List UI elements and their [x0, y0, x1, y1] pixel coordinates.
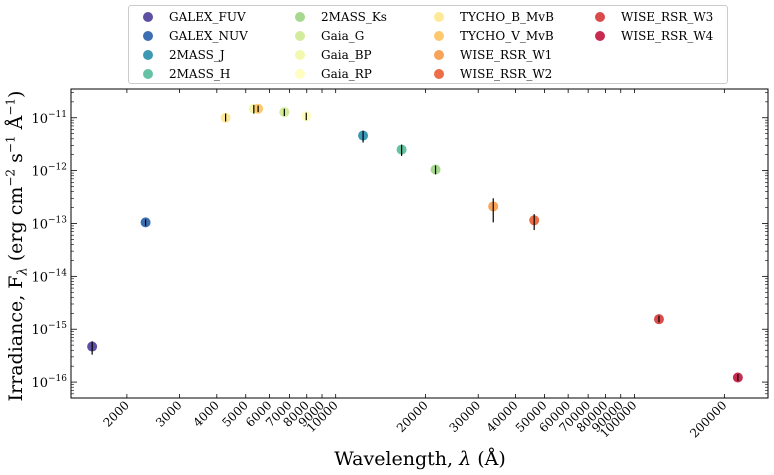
legend-marker	[434, 12, 444, 22]
legend-label: GALEX_NUV	[169, 29, 248, 43]
legend-label: Gaia_BP	[321, 48, 372, 62]
x-tick-label: 3000	[153, 398, 184, 429]
legend-label: 2MASS_H	[169, 67, 231, 81]
legend-marker	[143, 69, 153, 79]
x-tick-label: 30000	[446, 398, 483, 435]
y-tick-label: 10−14	[31, 268, 67, 285]
legend-item: TYCHO_V_MvB	[434, 27, 554, 45]
legend: GALEX_FUV GALEX_NUV 2MASS_J 2MASS_H 2MASS_Ks…	[128, 5, 728, 84]
legend-label: GALEX_FUV	[169, 10, 246, 24]
x-tick-label: 200000	[687, 398, 729, 440]
data-points	[87, 103, 743, 383]
legend-item: 2MASS_H	[143, 65, 230, 83]
legend-label: 2MASS_J	[169, 48, 225, 62]
y-axis-label: Irradiance, Fλ (erg cm−2 s−1 Å−1)	[3, 90, 31, 402]
x-tick-label: 40000	[484, 398, 521, 435]
legend-label: WISE_RSR_W2	[460, 67, 553, 81]
legend-item: GALEX_FUV	[143, 8, 246, 26]
legend-item: Gaia_BP	[295, 46, 372, 64]
legend-marker	[143, 50, 153, 60]
error-bars	[91, 104, 739, 381]
legend-item: WISE_RSR_W4	[595, 27, 713, 45]
legend-item: 2MASS_Ks	[295, 8, 387, 26]
legend-marker	[434, 50, 444, 60]
y-tick-label: 10−12	[31, 163, 67, 180]
legend-label: TYCHO_V_MvB	[460, 29, 554, 43]
legend-item: WISE_RSR_W1	[434, 46, 552, 64]
legend-marker	[295, 50, 305, 60]
legend-label: WISE_RSR_W3	[621, 10, 714, 24]
legend-label: TYCHO_B_MvB	[460, 10, 554, 24]
legend-label: WISE_RSR_W4	[621, 29, 714, 43]
legend-marker	[295, 31, 305, 41]
legend-marker	[295, 12, 305, 22]
x-axis-label: Wavelength, λ (Å)	[334, 448, 506, 470]
legend-label: Gaia_G	[321, 29, 365, 43]
y-tick-label: 10−11	[31, 110, 67, 127]
legend-marker	[595, 12, 605, 22]
y-tick-label: 10−16	[31, 374, 67, 391]
minor-ticks	[71, 92, 768, 395]
y-tick-label: 10−15	[31, 321, 67, 338]
legend-item: Gaia_RP	[295, 65, 372, 83]
x-tick-label: 4000	[190, 398, 221, 429]
legend-item: 2MASS_J	[143, 46, 225, 64]
y-tick-label: 10−13	[31, 215, 67, 232]
legend-marker	[143, 12, 153, 22]
legend-item: Gaia_G	[295, 27, 364, 45]
legend-item: WISE_RSR_W3	[595, 8, 713, 26]
legend-marker	[143, 31, 153, 41]
legend-item: GALEX_NUV	[143, 27, 248, 45]
legend-item: WISE_RSR_W2	[434, 65, 552, 83]
legend-item: TYCHO_B_MvB	[434, 8, 554, 26]
legend-marker	[434, 69, 444, 79]
x-tick-label: 2000	[101, 398, 132, 429]
plot-frame	[70, 88, 769, 399]
legend-label: 2MASS_Ks	[321, 10, 387, 24]
x-tick-label: 5000	[219, 398, 250, 429]
legend-label: Gaia_RP	[321, 67, 372, 81]
x-tick-label: 20000	[394, 398, 431, 435]
legend-marker	[595, 31, 605, 41]
legend-label: WISE_RSR_W1	[460, 48, 553, 62]
legend-marker	[295, 69, 305, 79]
y-axis-ticks: 10−16 10−15 10−14 10−13 10−12 10−11	[31, 110, 768, 391]
legend-marker	[434, 31, 444, 41]
